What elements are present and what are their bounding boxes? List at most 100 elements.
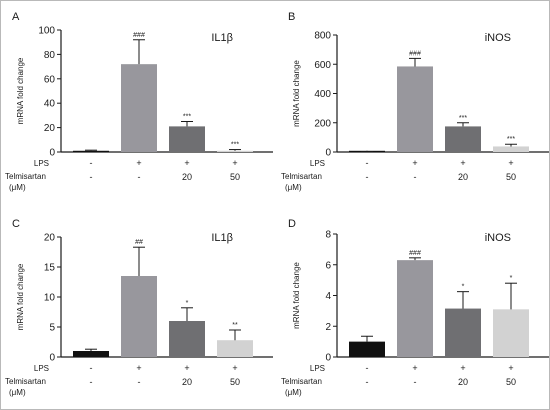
y-tick-label: 5 xyxy=(49,323,55,334)
lps-value: + xyxy=(460,363,465,373)
chart-title: iNOS xyxy=(485,232,511,244)
bar xyxy=(121,64,157,152)
lps-row-label: LPS xyxy=(310,364,325,373)
bar xyxy=(349,341,385,357)
bar xyxy=(169,126,205,152)
y-tick-label: 600 xyxy=(314,60,331,71)
lps-value: + xyxy=(412,363,417,373)
y-tick-label: 40 xyxy=(44,99,56,110)
telmisartan-dose: 20 xyxy=(458,377,468,387)
y-axis-label: mRNA fold change xyxy=(292,262,301,329)
y-tick-label: 4 xyxy=(325,291,331,302)
lps-value: + xyxy=(412,158,417,168)
bar xyxy=(217,340,253,357)
panel-letter: D xyxy=(288,218,296,230)
telmisartan-dose: 50 xyxy=(230,377,240,387)
lps-value: + xyxy=(136,158,141,168)
y-tick-label: 20 xyxy=(44,123,56,134)
telmisartan-row-label: Telmisartan xyxy=(281,377,322,386)
significance-marker: ### xyxy=(409,250,421,257)
lps-row-label: LPS xyxy=(310,159,325,168)
y-tick-label: 8 xyxy=(325,230,331,241)
lps-value: + xyxy=(232,363,237,373)
significance-marker: *** xyxy=(459,115,467,122)
bar xyxy=(445,308,481,357)
unit-label: (μM) xyxy=(9,388,26,397)
lps-value: + xyxy=(508,363,513,373)
y-tick-label: 400 xyxy=(314,89,331,100)
telmisartan-dose: 20 xyxy=(182,377,192,387)
lps-value: + xyxy=(184,158,189,168)
chart-title: IL1β xyxy=(211,232,233,244)
y-tick-label: 15 xyxy=(44,263,56,274)
telmisartan-dose: 20 xyxy=(182,172,192,182)
significance-marker: ** xyxy=(232,322,238,329)
chart-title: IL1β xyxy=(211,32,233,44)
y-tick-label: 0 xyxy=(325,353,331,364)
telmisartan-row-label: Telmisartan xyxy=(5,172,46,181)
lps-value: + xyxy=(508,158,513,168)
bar xyxy=(169,321,205,357)
lps-value: - xyxy=(90,363,93,373)
significance-marker: ### xyxy=(409,50,421,57)
y-tick-label: 800 xyxy=(314,31,331,42)
bar xyxy=(493,309,529,357)
y-axis-label: mRNA fold change xyxy=(16,263,25,330)
y-tick-label: 60 xyxy=(44,74,56,85)
y-axis-label: mRNA fold change xyxy=(16,57,25,124)
telmisartan-row-label: Telmisartan xyxy=(281,172,322,181)
bar xyxy=(397,66,433,152)
telmisartan-dose: - xyxy=(414,172,417,182)
y-tick-label: 2 xyxy=(325,322,331,333)
y-tick-label: 0 xyxy=(49,353,55,364)
y-tick-label: 10 xyxy=(44,293,56,304)
significance-marker: *** xyxy=(507,136,515,143)
y-tick-label: 6 xyxy=(325,260,331,271)
lps-value: - xyxy=(90,158,93,168)
telmisartan-row-label: Telmisartan xyxy=(5,377,46,386)
chart-panel-c: C IL1β mRNA fold change 0 5 10 15 20 - - ## + - * +20 *… xyxy=(5,218,273,397)
bar xyxy=(445,126,481,152)
telmisartan-dose: 50 xyxy=(230,172,240,182)
bar xyxy=(217,150,253,152)
significance-marker: * xyxy=(510,275,513,282)
lps-row-label: LPS xyxy=(34,159,49,168)
y-tick-label: 20 xyxy=(44,233,56,244)
telmisartan-dose: 50 xyxy=(506,172,516,182)
unit-label: (μM) xyxy=(9,183,26,192)
y-tick-label: 0 xyxy=(49,148,55,159)
bar xyxy=(73,351,109,357)
panel-letter: B xyxy=(288,11,295,23)
significance-marker: ### xyxy=(133,32,145,39)
y-tick-label: 0 xyxy=(325,148,331,159)
significance-marker: * xyxy=(186,300,189,307)
telmisartan-dose: 20 xyxy=(458,172,468,182)
lps-value: + xyxy=(136,363,141,373)
y-tick-label: 200 xyxy=(314,118,331,129)
telmisartan-dose: - xyxy=(90,172,93,182)
bar xyxy=(121,276,157,357)
telmisartan-dose: - xyxy=(366,172,369,182)
y-tick-label: 80 xyxy=(44,50,56,61)
panel-letter: A xyxy=(12,11,20,23)
telmisartan-dose: - xyxy=(138,377,141,387)
significance-marker: *** xyxy=(231,142,239,149)
bar xyxy=(397,260,433,357)
significance-marker: ## xyxy=(135,239,143,246)
significance-marker: *** xyxy=(183,114,191,121)
chart-title: iNOS xyxy=(485,32,511,44)
telmisartan-dose: - xyxy=(414,377,417,387)
telmisartan-dose: - xyxy=(138,172,141,182)
lps-value: - xyxy=(366,363,369,373)
telmisartan-dose: - xyxy=(366,377,369,387)
y-tick-label: 100 xyxy=(38,26,55,37)
lps-value: - xyxy=(366,158,369,168)
bar xyxy=(493,146,529,152)
unit-label: (μM) xyxy=(285,183,302,192)
bar xyxy=(73,150,109,152)
chart-panel-a: A IL1β mRNA fold change 0 20 40 60 80 100 - - ### + -… xyxy=(5,11,273,192)
